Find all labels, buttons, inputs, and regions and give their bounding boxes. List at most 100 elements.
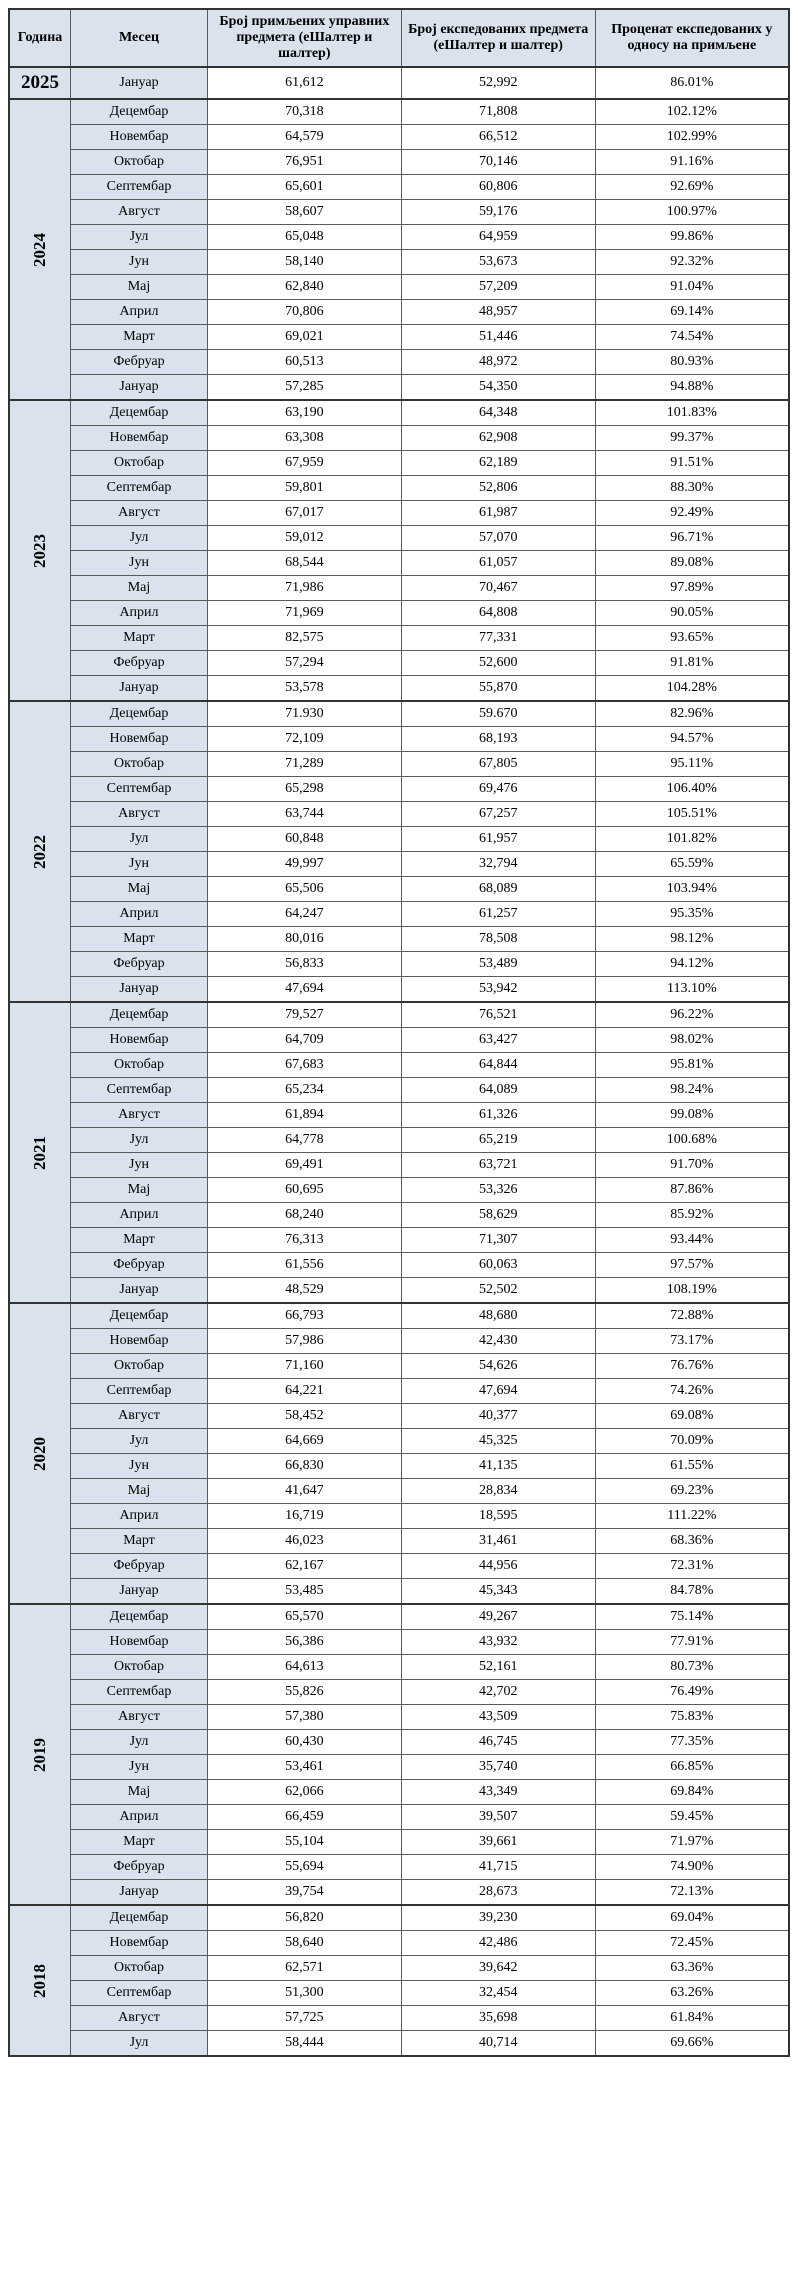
expeded-cell: 67,805: [401, 752, 595, 777]
expeded-cell: 61,987: [401, 501, 595, 526]
month-cell: Јануар: [71, 977, 208, 1003]
received-cell: 76,313: [207, 1228, 401, 1253]
expeded-cell: 59,176: [401, 200, 595, 225]
table-row: Фебруар62,16744,95672.31%: [9, 1554, 789, 1579]
percent-cell: 94.57%: [595, 727, 789, 752]
month-cell: Септембар: [71, 175, 208, 200]
month-cell: Септембар: [71, 1680, 208, 1705]
percent-cell: 91.51%: [595, 451, 789, 476]
received-cell: 65,506: [207, 877, 401, 902]
percent-cell: 69.66%: [595, 2031, 789, 2057]
received-cell: 64,247: [207, 902, 401, 927]
table-row: Август61,89461,32699.08%: [9, 1103, 789, 1128]
expeded-cell: 58,629: [401, 1203, 595, 1228]
expeded-cell: 43,349: [401, 1780, 595, 1805]
percent-cell: 113.10%: [595, 977, 789, 1003]
received-cell: 71,289: [207, 752, 401, 777]
table-row: Април68,24058,62985.92%: [9, 1203, 789, 1228]
percent-cell: 100.68%: [595, 1128, 789, 1153]
expeded-cell: 62,908: [401, 426, 595, 451]
expeded-cell: 70,467: [401, 576, 595, 601]
table-row: Јануар53,57855,870104.28%: [9, 676, 789, 702]
percent-cell: 102.99%: [595, 125, 789, 150]
year-label: 2020: [30, 1437, 50, 1471]
received-cell: 64,709: [207, 1028, 401, 1053]
table-row: Јул64,77865,219100.68%: [9, 1128, 789, 1153]
expeded-cell: 45,325: [401, 1429, 595, 1454]
month-cell: Фебруар: [71, 651, 208, 676]
received-cell: 60,513: [207, 350, 401, 375]
month-cell: Октобар: [71, 752, 208, 777]
expeded-cell: 41,715: [401, 1855, 595, 1880]
table-row: Април66,45939,50759.45%: [9, 1805, 789, 1830]
percent-cell: 101.82%: [595, 827, 789, 852]
table-row: Јул64,66945,32570.09%: [9, 1429, 789, 1454]
received-cell: 64,669: [207, 1429, 401, 1454]
percent-cell: 100.97%: [595, 200, 789, 225]
expeded-cell: 64,089: [401, 1078, 595, 1103]
month-cell: Јануар: [71, 1278, 208, 1304]
expeded-cell: 43,509: [401, 1705, 595, 1730]
expeded-cell: 48,957: [401, 300, 595, 325]
month-cell: Јул: [71, 827, 208, 852]
received-cell: 61,612: [207, 67, 401, 99]
percent-cell: 91.81%: [595, 651, 789, 676]
expeded-cell: 48,972: [401, 350, 595, 375]
month-cell: Новембар: [71, 727, 208, 752]
received-cell: 76,951: [207, 150, 401, 175]
month-cell: Август: [71, 1705, 208, 1730]
month-cell: Октобар: [71, 451, 208, 476]
table-row: 2023Децембар63,19064,348101.83%: [9, 400, 789, 426]
percent-cell: 72.31%: [595, 1554, 789, 1579]
table-row: Јун68,54461,05789.08%: [9, 551, 789, 576]
percent-cell: 99.37%: [595, 426, 789, 451]
received-cell: 64,778: [207, 1128, 401, 1153]
received-cell: 39,754: [207, 1880, 401, 1906]
percent-cell: 75.14%: [595, 1604, 789, 1630]
received-cell: 66,830: [207, 1454, 401, 1479]
expeded-cell: 43,932: [401, 1630, 595, 1655]
month-cell: Децембар: [71, 1604, 208, 1630]
month-cell: Септембар: [71, 777, 208, 802]
table-row: Октобар67,68364,84495.81%: [9, 1053, 789, 1078]
percent-cell: 91.16%: [595, 150, 789, 175]
percent-cell: 80.93%: [595, 350, 789, 375]
month-cell: Фебруар: [71, 1855, 208, 1880]
expeded-cell: 32,794: [401, 852, 595, 877]
received-cell: 80,016: [207, 927, 401, 952]
table-row: Јун69,49163,72191.70%: [9, 1153, 789, 1178]
month-cell: Август: [71, 1103, 208, 1128]
percent-cell: 84.78%: [595, 1579, 789, 1605]
table-row: Фебруар60,51348,97280.93%: [9, 350, 789, 375]
col-header-pct: Проценат експедованих у односу на примље…: [595, 9, 789, 67]
expeded-cell: 28,834: [401, 1479, 595, 1504]
received-cell: 65,298: [207, 777, 401, 802]
received-cell: 72,109: [207, 727, 401, 752]
table-row: Јул65,04864,95999.86%: [9, 225, 789, 250]
expeded-cell: 70,146: [401, 150, 595, 175]
month-cell: Новембар: [71, 1028, 208, 1053]
percent-cell: 93.65%: [595, 626, 789, 651]
expeded-cell: 32,454: [401, 1981, 595, 2006]
expeded-cell: 18,595: [401, 1504, 595, 1529]
received-cell: 63,744: [207, 802, 401, 827]
percent-cell: 97.89%: [595, 576, 789, 601]
percent-cell: 95.11%: [595, 752, 789, 777]
received-cell: 57,294: [207, 651, 401, 676]
month-cell: Фебруар: [71, 350, 208, 375]
expeded-cell: 68,089: [401, 877, 595, 902]
table-row: Новембар58,64042,48672.45%: [9, 1931, 789, 1956]
received-cell: 58,607: [207, 200, 401, 225]
percent-cell: 65.59%: [595, 852, 789, 877]
received-cell: 71,986: [207, 576, 401, 601]
expeded-cell: 60,806: [401, 175, 595, 200]
table-row: Октобар76,95170,14691.16%: [9, 150, 789, 175]
table-row: Април71,96964,80890.05%: [9, 601, 789, 626]
percent-cell: 63.26%: [595, 1981, 789, 2006]
expeded-cell: 41,135: [401, 1454, 595, 1479]
table-row: Мај41,64728,83469.23%: [9, 1479, 789, 1504]
table-row: Октобар64,61352,16180.73%: [9, 1655, 789, 1680]
month-cell: Јул: [71, 225, 208, 250]
expeded-cell: 52,992: [401, 67, 595, 99]
received-cell: 53,461: [207, 1755, 401, 1780]
